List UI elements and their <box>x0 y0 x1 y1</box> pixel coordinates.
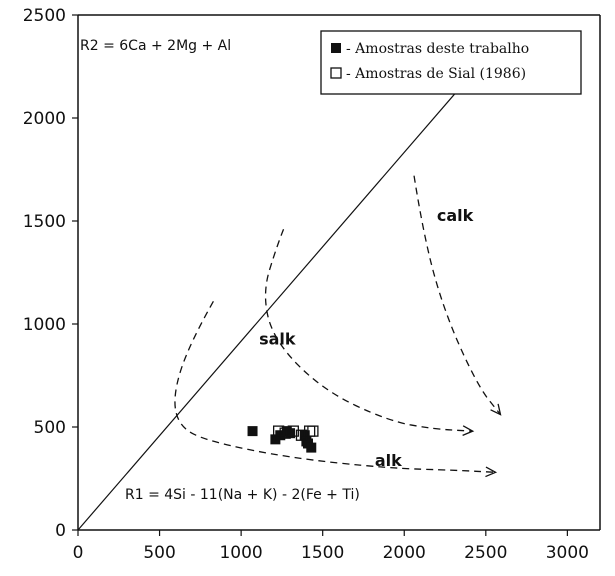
legend-box <box>320 30 582 95</box>
y-axis-ticks: 0 500 1000 1500 2000 2500 <box>23 6 78 541</box>
legend-filled-square-icon <box>331 43 341 53</box>
y-tick-label: 1000 <box>23 315 66 335</box>
trend-path-alk <box>174 301 496 473</box>
trend-label-calk: calk <box>437 206 474 225</box>
data-point-sial <box>287 425 299 437</box>
y-tick-label: 2500 <box>23 6 66 26</box>
trend-arrowhead-calk <box>490 403 502 416</box>
x-tick-label: 1000 <box>219 543 262 563</box>
x-tick-label: 2000 <box>383 543 426 563</box>
data-point-sial <box>307 425 319 437</box>
y-tick-label: 0 <box>55 521 66 541</box>
legend-label-this-work: - Amostras deste trabalho <box>346 41 529 57</box>
trend-label-salk: salk <box>259 330 296 349</box>
x-tick-label: 1500 <box>301 543 344 563</box>
legend-open-square-icon <box>330 67 342 79</box>
x-tick-label: 500 <box>143 543 175 563</box>
data-point-this-work <box>247 426 258 437</box>
data-points <box>247 425 319 453</box>
trend-paths <box>174 175 502 478</box>
legend-label-sial: - Amostras de Sial (1986) <box>346 66 526 82</box>
y-tick-label: 1500 <box>23 212 66 232</box>
x-tick-label: 0 <box>73 543 84 563</box>
trend-path-calk <box>413 175 502 416</box>
plot-area <box>77 14 601 531</box>
x-axis-ticks: 0 500 1000 1500 2000 2500 3000 <box>73 530 589 563</box>
legend: - Amostras deste trabalho - Amostras de … <box>320 30 582 95</box>
data-point-sial <box>279 427 291 439</box>
reference-line <box>77 76 470 531</box>
data-point-sial <box>295 429 308 441</box>
data-point-sial <box>272 425 285 437</box>
r2-formula-label: R2 = 6Ca + 2Mg + Al <box>80 38 231 54</box>
r1-formula-label: R1 = 4Si - 11(Na + K) - 2(Fe + Ti) <box>125 487 360 503</box>
trend-arrowhead-salk <box>462 425 475 436</box>
data-point-this-work <box>306 442 317 453</box>
x-tick-label: 2500 <box>464 543 507 563</box>
y-tick-label: 500 <box>34 418 66 438</box>
trend-path-salk <box>264 229 473 432</box>
y-tick-label: 2000 <box>23 109 66 129</box>
x-tick-label: 3000 <box>546 543 589 563</box>
trend-arrowhead-alk <box>485 466 498 478</box>
trend-label-alk: alk <box>375 451 402 470</box>
